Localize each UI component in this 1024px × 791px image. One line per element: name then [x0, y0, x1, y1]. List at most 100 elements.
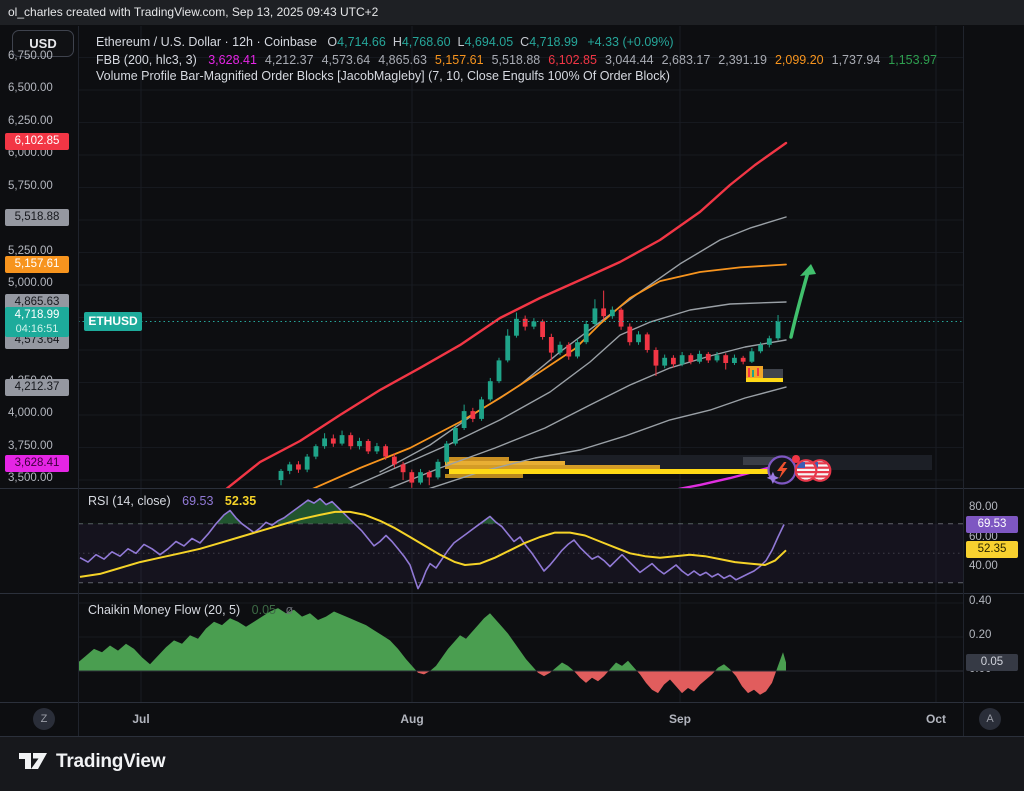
time-axis-month-label: Aug — [400, 712, 424, 726]
time-axis-month-label: Sep — [668, 712, 691, 726]
candlestick-series — [278, 290, 781, 488]
fbb-basis-line — [677, 461, 788, 488]
price-tick: 5,250.00 — [8, 244, 53, 257]
main-symbol-legend: Ethereum / U.S. Dollar · 12h · Coinbase … — [96, 35, 674, 49]
cmf-positive-area — [78, 608, 786, 671]
rsi-band-background — [78, 523, 963, 583]
fbb-band-value: 4,212.37 — [264, 53, 314, 67]
price-tick: 6,500.00 — [8, 82, 53, 94]
ohlc-values: O4,714.66 H4,768.60 L4,694.05 C4,718.99 — [320, 35, 577, 49]
fbb-legend: FBB (200, hlc3, 3) 3,628.41 4,212.37 4,573… — [96, 53, 937, 67]
cmf-panel-legend: Chaikin Money Flow (20, 5) 0.05 ø — [88, 603, 293, 617]
volume-profile-order-blocks — [445, 366, 932, 478]
price-tick: 6,250.00 — [8, 114, 53, 127]
fbb-upper-236-line — [428, 386, 787, 488]
ohlc-key: O — [327, 35, 338, 49]
fbb-upper-618-line — [312, 263, 787, 488]
fbb-band-value: 4,573.64 — [321, 53, 371, 67]
time-axis-month-label: Oct — [925, 712, 946, 726]
price-level-badge: 5,518.88 — [5, 209, 69, 227]
ohlc-value: 4,694.05 — [464, 35, 514, 49]
time-axis-month-label: Jul — [132, 712, 150, 726]
fbb-upper-50-line — [347, 301, 787, 488]
fbb-band-value: 2,683.17 — [661, 53, 711, 67]
price-tick: 5,750.00 — [8, 179, 53, 192]
current-price-value: 4,718.99 — [14, 308, 60, 321]
footer-bar: TradingView — [0, 737, 1024, 791]
ohlc-key: C — [520, 35, 530, 49]
price-level-badge: 4,212.37 — [5, 378, 69, 396]
ohlc-value: 4,718.99 — [529, 35, 578, 49]
notification-dot — [792, 455, 800, 463]
tradingview-logo-icon[interactable] — [18, 748, 52, 776]
flash-event-icon[interactable] — [764, 451, 802, 489]
cmf-value-badge: 0.05 — [966, 654, 1018, 671]
ohlc-value: 4,768.60 — [401, 35, 451, 49]
fbb-band-value: 3,628.41 — [208, 53, 257, 67]
volume-profile-legend: Volume Profile Bar-Magnified Order Block… — [96, 69, 670, 83]
sparkle-icon — [766, 471, 779, 484]
fbb-band-value: 1,153.97 — [888, 53, 937, 67]
price-tick: 6,750.00 — [8, 49, 53, 62]
fbb-band-value: 5,518.88 — [491, 53, 541, 67]
zoom-in-button[interactable]: A — [979, 708, 1001, 730]
currency-button[interactable]: USD — [12, 30, 74, 57]
price-tick: 3,500.00 — [8, 472, 53, 484]
rsi-value: 69.53 — [182, 494, 214, 508]
bar-countdown-timer: 04:16:51 — [15, 322, 59, 335]
tradingview-brand-text[interactable]: TradingView — [56, 751, 166, 772]
ohlc-key: H — [392, 35, 402, 49]
lightning-bolt-icon — [777, 462, 788, 479]
main-price-pane[interactable] — [225, 141, 932, 491]
rsi-panel-legend: RSI (14, close) 69.53 52.35 — [88, 494, 256, 508]
volume-profile-poc-bar — [449, 469, 772, 474]
fbb-values: 3,628.41 4,212.37 4,573.64 4,865.63 5,157.61… — [200, 53, 937, 67]
rsi-axis-tick: 80.00 — [969, 501, 998, 513]
cmf-title[interactable]: Chaikin Money Flow (20, 5) — [88, 603, 241, 617]
rsi-ma-line — [79, 510, 787, 578]
price-change: +4.33 (+0.09%) — [587, 35, 674, 49]
rsi-title[interactable]: RSI (14, close) — [88, 494, 171, 508]
fbb-band-value: 1,737.94 — [831, 53, 881, 67]
ohlc-value: 4,714.66 — [337, 35, 386, 49]
cmf-value: 0.05 — [251, 603, 276, 617]
flag-ring-left — [794, 459, 818, 482]
fbb-band-value: 2,391.19 — [718, 53, 767, 67]
fbb-upper-382-line — [388, 339, 787, 488]
watermark-bar: ol_charles created with TradingView.com,… — [0, 0, 1024, 25]
watermark-text: ol_charles created with TradingView.com,… — [8, 5, 379, 19]
current-price-badge: 4,718.99 04:16:51 — [5, 306, 69, 337]
rsi-ma-value: 52.35 — [224, 494, 257, 508]
cmf-axis-tick: 0.20 — [969, 629, 992, 641]
price-tick: 4,000.00 — [8, 407, 53, 419]
rsi-axis-tick: 40.00 — [969, 560, 998, 572]
cmf-hidden-icon: ø — [285, 603, 294, 617]
price-level-badge: 3,628.41 — [5, 454, 69, 472]
fbb-band-value: 4,865.63 — [378, 53, 427, 67]
zoom-out-button[interactable]: Z — [33, 708, 55, 730]
fbb-band-value: 6,102.85 — [548, 53, 597, 67]
rsi-value-badge: 69.53 — [966, 515, 1018, 533]
cmf-axis-tick: 0.40 — [969, 595, 992, 607]
fbb-band-value: 2,099.20 — [774, 53, 824, 67]
grid-lines — [78, 26, 963, 702]
fbb-band-value: 5,157.61 — [434, 53, 484, 67]
ohlc-key: L — [457, 35, 465, 49]
price-level-badge: 5,157.61 — [5, 256, 69, 273]
rsi-axis-tick: 60.00 — [969, 530, 998, 543]
symbol-title[interactable]: Ethereum / U.S. Dollar · 12h · Coinbase — [96, 35, 317, 49]
rsi-line — [79, 497, 785, 590]
fbb-indicator-title[interactable]: FBB (200, hlc3, 3) — [96, 53, 197, 67]
us-flag-events-icon[interactable] — [793, 457, 835, 484]
price-tick: 5,000.00 — [8, 277, 53, 289]
fbb-upper-764-line — [379, 216, 787, 473]
fbb-band-value: 3,044.44 — [604, 53, 654, 67]
vp-indicator-title[interactable]: Volume Profile Bar-Magnified Order Block… — [96, 69, 670, 83]
price-level-badge: 6,102.85 — [5, 133, 69, 151]
trend-arrow-drawing[interactable] — [789, 264, 816, 339]
flag-circle-left — [796, 461, 816, 480]
fbb-upper-100-line — [225, 141, 788, 488]
symbol-price-tag: ETHUSD — [84, 312, 142, 332]
